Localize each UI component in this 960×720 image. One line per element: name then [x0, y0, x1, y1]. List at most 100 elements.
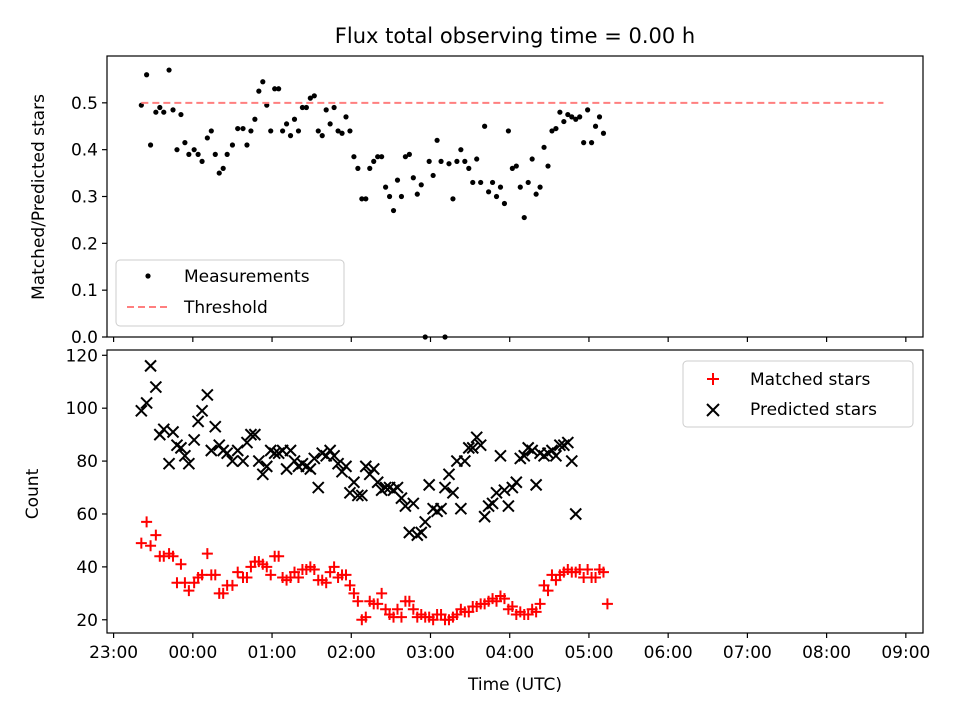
- upper-y-tick-label: 0.0: [71, 328, 98, 348]
- measurements-point: [585, 107, 591, 113]
- measurements-point: [422, 334, 428, 340]
- matched-stars-point: [530, 606, 542, 618]
- matched-stars-point: [348, 587, 360, 599]
- predicted-stars-point: [312, 481, 325, 494]
- measurements-point: [414, 191, 420, 197]
- measurements-point: [517, 184, 523, 190]
- predicted-stars-point: [174, 441, 188, 455]
- measurements-point: [549, 128, 555, 134]
- measurements-point: [434, 137, 440, 143]
- matched-stars-point: [376, 587, 388, 599]
- lower-y-tick-label: 40: [76, 558, 98, 578]
- matched-stars-point: [328, 561, 340, 573]
- predicted-stars-point: [498, 483, 511, 497]
- predicted-stars-point: [268, 446, 281, 460]
- lower-x-tick-label: 00:00: [168, 643, 217, 663]
- predicted-stars-point: [351, 489, 365, 502]
- lower-y-tick-label: 60: [76, 505, 98, 525]
- upper-y-axis-label: Matched/Predicted stars: [29, 94, 49, 300]
- measurements-point: [280, 128, 286, 134]
- predicted-stars-point: [474, 439, 487, 452]
- upper-y-tick-label: 0.4: [71, 141, 98, 161]
- measurements-point: [371, 158, 377, 164]
- measurements-point: [307, 95, 313, 101]
- lower-legend-box: [682, 360, 914, 428]
- predicted-stars-point: [553, 439, 567, 452]
- measurements-point: [147, 142, 154, 148]
- measurements-point: [240, 125, 246, 132]
- measurements-point: [166, 67, 172, 73]
- predicted-stars-point: [157, 423, 170, 436]
- predicted-stars-point: [331, 457, 345, 470]
- measurements-point: [311, 93, 317, 99]
- predicted-stars-point: [510, 476, 523, 489]
- predicted-stars-point: [256, 468, 270, 481]
- lower-panel: Count Time (UTC) 20 40 60 80 100 120 23:00 00:0…: [23, 346, 930, 695]
- matched-stars-point: [158, 550, 170, 562]
- chart-title: Flux total observing time = 0.00 h: [335, 24, 695, 48]
- measurements-point: [569, 114, 575, 120]
- measurements-point: [339, 130, 345, 136]
- measurements-point: [199, 158, 205, 164]
- lower-x-tick-label: 01:00: [248, 643, 297, 663]
- predicted-stars-point: [442, 468, 456, 481]
- predicted-stars-point: [565, 454, 578, 468]
- predicted-stars-point: [182, 457, 196, 470]
- legend-measurements-marker: [145, 273, 151, 279]
- measurements-point: [474, 156, 480, 162]
- measurements-point: [458, 147, 464, 153]
- measurements-point: [379, 154, 385, 160]
- legend-predicted-label: Predicted stars: [750, 400, 877, 420]
- predicted-stars-point: [166, 425, 180, 439]
- measurements-point: [170, 107, 176, 113]
- measurements-point: [268, 128, 274, 134]
- measurements-point: [513, 163, 519, 169]
- legend-matched-label: Matched stars: [750, 370, 870, 390]
- predicted-stars-point: [209, 420, 222, 433]
- measurements-point: [450, 196, 456, 202]
- predicted-stars-point: [252, 454, 266, 468]
- lower-x-tick-label: 09:00: [881, 643, 930, 663]
- measurements-point: [592, 123, 599, 129]
- predicted-stars-point: [135, 404, 148, 418]
- measurements-point: [204, 135, 210, 141]
- measurements-point: [178, 111, 184, 118]
- measurements-point: [565, 111, 571, 118]
- measurements-point: [375, 154, 381, 160]
- measurements-point: [600, 130, 607, 136]
- measurements-point: [195, 151, 201, 157]
- predicted-stars-point: [391, 481, 404, 494]
- measurements-point: [557, 109, 563, 115]
- matched-stars-point: [340, 569, 352, 581]
- predicted-stars-point: [525, 444, 539, 457]
- lower-x-tick-label: 08:00: [802, 643, 851, 663]
- upper-y-tick-label: 0.1: [71, 281, 98, 301]
- predicted-stars-point: [371, 476, 384, 489]
- matched-stars-point: [196, 569, 208, 581]
- predicted-stars-point: [347, 476, 361, 489]
- measurements-point: [478, 179, 484, 186]
- predicted-stars-point: [494, 449, 507, 463]
- upper-panel: Matched/Predicted stars 0.0 0.1 0.2 0.3 0.4 0…: [29, 55, 924, 348]
- legend-measurements-label: Measurements: [184, 267, 310, 287]
- measurements-point: [229, 142, 236, 148]
- predicted-stars-point: [561, 436, 575, 449]
- matched-stars-point: [582, 564, 594, 576]
- measurements-point: [252, 116, 258, 122]
- measurements-point: [537, 184, 543, 190]
- matched-stars-point: [179, 577, 191, 589]
- predicted-stars-point: [201, 388, 214, 402]
- matched-stars-point: [590, 571, 602, 583]
- lower-x-tick-label: 07:00: [723, 643, 772, 663]
- predicted-stars-point: [415, 526, 428, 539]
- measurements-point: [153, 109, 159, 115]
- matched-stars-point: [534, 598, 546, 610]
- matched-stars-point: [265, 569, 277, 581]
- matched-stars-point: [391, 603, 403, 615]
- matched-stars-point: [150, 529, 162, 541]
- measurements-point: [577, 114, 583, 120]
- predicted-stars-point: [569, 507, 582, 521]
- lower-x-tick-label: 05:00: [564, 643, 613, 663]
- matched-stars-point: [273, 550, 285, 562]
